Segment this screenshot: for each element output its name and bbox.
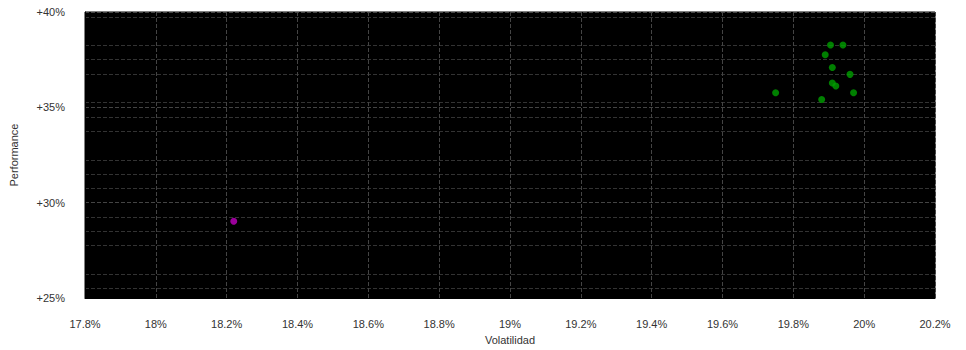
svg-text:+35%: +35%	[37, 101, 66, 113]
svg-text:20%: 20%	[853, 318, 875, 330]
svg-text:+25%: +25%	[37, 292, 66, 304]
svg-text:19.4%: 19.4%	[636, 318, 667, 330]
svg-text:18.4%: 18.4%	[282, 318, 313, 330]
svg-text:18.2%: 18.2%	[211, 318, 242, 330]
svg-text:18.8%: 18.8%	[424, 318, 455, 330]
svg-text:20.2%: 20.2%	[919, 318, 950, 330]
svg-text:17.8%: 17.8%	[69, 318, 100, 330]
svg-text:+40%: +40%	[37, 6, 66, 18]
svg-text:19.8%: 19.8%	[778, 318, 809, 330]
svg-text:Performance: Performance	[8, 124, 20, 187]
svg-text:19.6%: 19.6%	[707, 318, 738, 330]
svg-text:Volatilidad: Volatilidad	[485, 334, 535, 346]
svg-text:18.6%: 18.6%	[353, 318, 384, 330]
svg-text:19%: 19%	[499, 318, 521, 330]
svg-text:+30%: +30%	[37, 197, 66, 209]
svg-text:19.2%: 19.2%	[565, 318, 596, 330]
svg-text:18%: 18%	[145, 318, 167, 330]
